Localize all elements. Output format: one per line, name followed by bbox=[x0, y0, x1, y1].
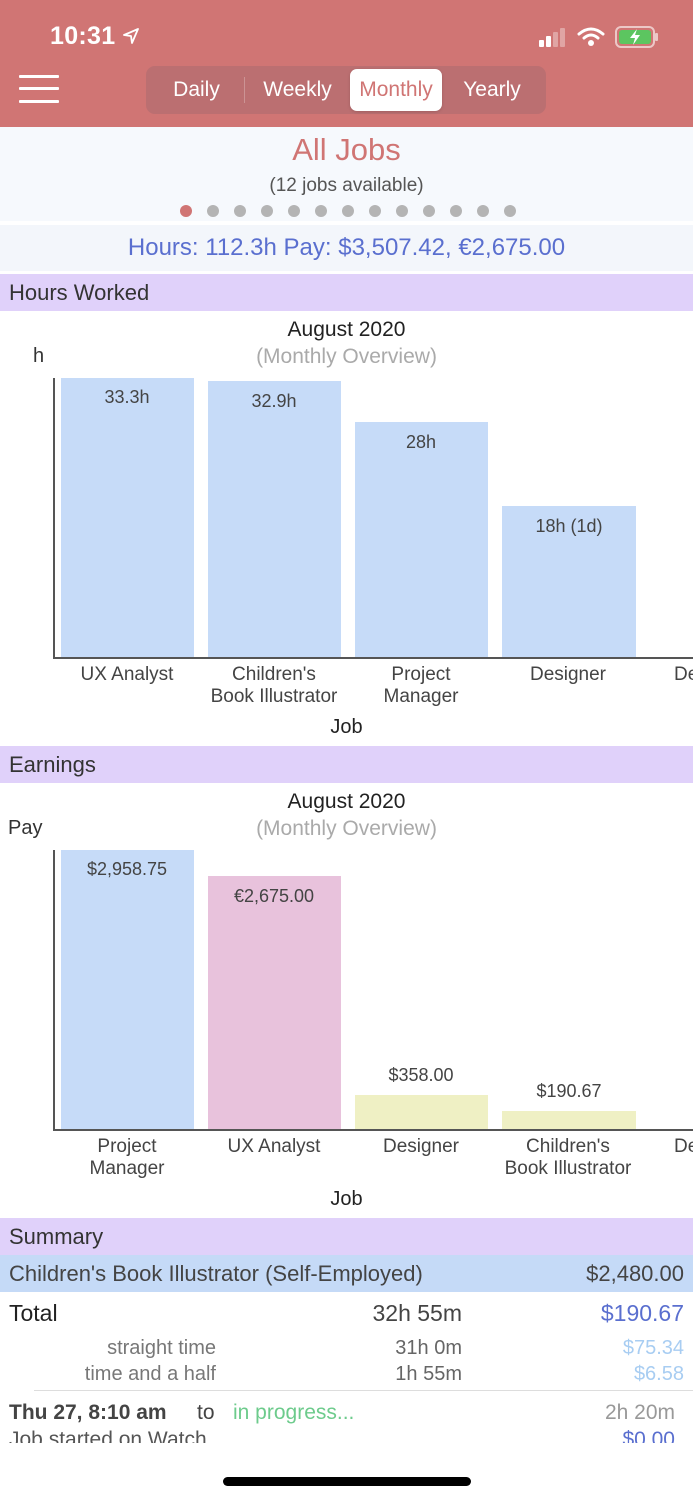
chart-subtitle: (Monthly Overview) bbox=[256, 817, 437, 840]
tab-weekly[interactable]: Weekly bbox=[263, 78, 332, 101]
page-dot[interactable] bbox=[261, 205, 273, 217]
page-dot[interactable] bbox=[423, 205, 435, 217]
cellular-signal-icon bbox=[539, 28, 565, 47]
y-axis-label: h bbox=[33, 345, 45, 367]
bar-ux-analyst[interactable] bbox=[61, 378, 194, 657]
tab-monthly[interactable]: Monthly bbox=[350, 69, 442, 111]
section-hours-worked: Hours Worked bbox=[0, 274, 693, 311]
page-indicator[interactable] bbox=[180, 205, 516, 217]
page-dot[interactable] bbox=[207, 205, 219, 217]
bar-value: $190.67 bbox=[536, 1081, 602, 1101]
x-tick-label: Children's Book Illustrator bbox=[210, 664, 338, 707]
breakdown-label: straight time bbox=[107, 1336, 216, 1359]
breakdown-label: time and a half bbox=[84, 1362, 216, 1385]
time-entry-row[interactable]: Thu 27, 8:10 am to in progress... 2h 20m… bbox=[0, 1398, 693, 1443]
x-tick-label: Designer bbox=[382, 1136, 460, 1157]
jobs-available-count: (12 jobs available) bbox=[269, 175, 424, 196]
page-dot[interactable] bbox=[315, 205, 327, 217]
section-earnings: Earnings bbox=[0, 746, 693, 783]
tab-yearly[interactable]: Yearly bbox=[463, 78, 521, 101]
entry-duration: 2h 20m bbox=[604, 1401, 675, 1424]
page-dot[interactable] bbox=[234, 205, 246, 217]
tab-daily[interactable]: Daily bbox=[173, 78, 220, 101]
hamburger-menu-icon[interactable] bbox=[19, 73, 59, 105]
wifi-icon bbox=[577, 27, 605, 46]
job-title: All Jobs bbox=[292, 132, 401, 167]
breakdown-time: 1h 55m bbox=[395, 1362, 462, 1385]
bar-project-manager[interactable] bbox=[355, 422, 488, 657]
bar-designer[interactable] bbox=[502, 506, 636, 657]
breakdown-time: 31h 0m bbox=[395, 1336, 462, 1359]
bar-project-manager[interactable] bbox=[61, 850, 194, 1129]
location-arrow-icon bbox=[123, 28, 139, 44]
bar-value: 28h bbox=[405, 432, 437, 452]
entry-pay: $0.00 bbox=[622, 1428, 675, 1443]
page-dot[interactable] bbox=[342, 205, 354, 217]
totals-summary: Hours: 112.3h Pay: $3,507.42, €2,675.00 bbox=[0, 225, 693, 271]
entry-status: in progress... bbox=[233, 1401, 355, 1424]
summary-job-row[interactable]: Children's Book Illustrator (Self-Employ… bbox=[0, 1255, 693, 1292]
status-icons bbox=[539, 26, 659, 48]
x-tick-label: Project Manager bbox=[89, 1136, 165, 1179]
top-bar: 10:31 Daily Weekly Monthly Yearly bbox=[0, 0, 693, 127]
page-dot[interactable] bbox=[369, 205, 381, 217]
bar-childrens-book-illustrator[interactable] bbox=[208, 381, 341, 657]
bar-designer[interactable] bbox=[355, 1095, 488, 1129]
y-axis-label: Pay bbox=[8, 817, 43, 839]
x-axis bbox=[53, 657, 693, 659]
y-axis bbox=[53, 850, 55, 1131]
page-dot[interactable] bbox=[477, 205, 489, 217]
total-label: Total bbox=[9, 1299, 58, 1326]
x-tick-label: UX Analyst bbox=[227, 1136, 321, 1157]
page-dot[interactable] bbox=[504, 205, 516, 217]
x-axis-title: Job bbox=[330, 1188, 363, 1210]
chart-title: August 2020 bbox=[287, 318, 406, 341]
bar-ux-analyst[interactable] bbox=[208, 876, 341, 1129]
x-tick-label: De bbox=[674, 1136, 693, 1157]
chart-title: August 2020 bbox=[287, 790, 406, 813]
hours-chart: August 2020 (Monthly Overview) h 33.3h 3… bbox=[0, 311, 693, 743]
x-axis bbox=[53, 1129, 693, 1131]
page-dot[interactable] bbox=[180, 205, 192, 217]
x-axis-title: Job bbox=[330, 716, 363, 738]
summary-job-name: Children's Book Illustrator (Self-Employ… bbox=[9, 1261, 423, 1286]
bar-value: €2,675.00 bbox=[233, 886, 315, 906]
entry-to: to bbox=[197, 1401, 215, 1424]
straight-time-row: straight time 31h 0m $75.34 bbox=[0, 1336, 693, 1360]
section-summary: Summary bbox=[0, 1218, 693, 1255]
x-tick-label: Project Manager bbox=[383, 664, 459, 707]
bar-childrens-book-illustrator[interactable] bbox=[502, 1111, 636, 1129]
x-tick-label: UX Analyst bbox=[80, 664, 174, 685]
page-dot[interactable] bbox=[288, 205, 300, 217]
summary-total-row: Total 32h 55m $190.67 bbox=[0, 1298, 693, 1328]
y-axis bbox=[53, 378, 55, 659]
bar-value: $358.00 bbox=[388, 1065, 454, 1085]
summary-job-amount: $2,480.00 bbox=[586, 1261, 684, 1286]
status-time: 10:31 bbox=[50, 22, 116, 50]
x-tick-label: Children's Book Illustrator bbox=[504, 1136, 632, 1179]
page-dot[interactable] bbox=[450, 205, 462, 217]
time-and-a-half-row: time and a half 1h 55m $6.58 bbox=[0, 1362, 693, 1386]
divider bbox=[34, 1390, 693, 1391]
entry-note: Job started on Watch bbox=[9, 1428, 207, 1443]
total-time: 32h 55m bbox=[372, 1299, 462, 1326]
total-pay: $190.67 bbox=[600, 1299, 684, 1326]
battery-charging-icon bbox=[615, 26, 658, 48]
x-tick-label: De bbox=[674, 664, 693, 685]
bar-value: 18h (1d) bbox=[535, 516, 603, 536]
page-dot[interactable] bbox=[396, 205, 408, 217]
breakdown-pay: $75.34 bbox=[622, 1336, 684, 1359]
bar-value: $2,958.75 bbox=[86, 859, 168, 879]
chart-subtitle: (Monthly Overview) bbox=[256, 345, 437, 368]
bar-value: 33.3h bbox=[104, 387, 150, 407]
job-header[interactable]: All Jobs (12 jobs available) bbox=[0, 127, 693, 221]
period-segmented-control: Daily Weekly Monthly Yearly bbox=[146, 66, 546, 114]
home-indicator[interactable] bbox=[223, 1477, 471, 1486]
segment-divider bbox=[244, 77, 245, 103]
x-tick-label: Designer bbox=[529, 664, 607, 685]
entry-start-time: Thu 27, 8:10 am bbox=[9, 1401, 167, 1424]
earnings-chart: August 2020 (Monthly Overview) Pay $2,95… bbox=[0, 783, 693, 1215]
bar-value: 32.9h bbox=[251, 391, 297, 411]
breakdown-pay: $6.58 bbox=[633, 1362, 684, 1385]
